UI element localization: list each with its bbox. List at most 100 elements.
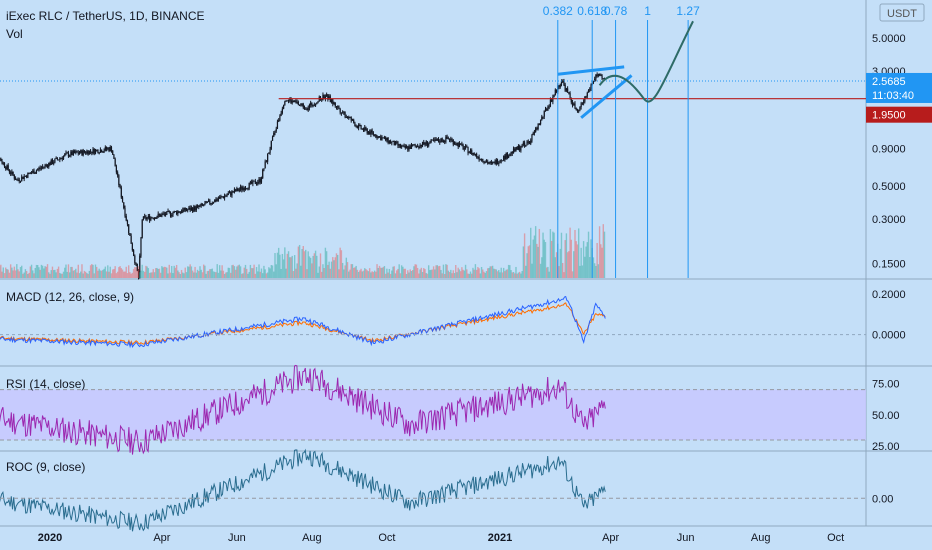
volume-bar (442, 264, 445, 278)
volume-bar (30, 264, 33, 278)
candle-body (281, 108, 283, 114)
rsi-tick: 75.00 (872, 378, 900, 390)
candle-body (217, 198, 220, 200)
candle-body (39, 167, 41, 169)
candle-body (559, 84, 561, 88)
candle-body (424, 144, 426, 146)
volume-bar (279, 254, 281, 278)
roc-line (0, 448, 606, 532)
candle-body (241, 186, 243, 190)
volume-bar (250, 268, 253, 278)
level-price-value: 1.9500 (872, 110, 906, 122)
volume-bar (426, 273, 429, 278)
candle-body (501, 160, 504, 162)
volume-bar (357, 271, 360, 278)
volume-bar (459, 271, 462, 278)
candle-body (458, 143, 461, 147)
candle-body (141, 219, 143, 238)
candle-body (334, 102, 336, 107)
candle-body (533, 131, 536, 133)
candle-body (58, 159, 60, 161)
volume-bar (179, 273, 182, 278)
volume-bar (566, 252, 569, 278)
volume-bar (586, 242, 588, 278)
volume-bar (207, 270, 210, 278)
candle-body (466, 146, 468, 148)
candle-body (367, 131, 370, 134)
candle-body (294, 100, 296, 103)
candle-body (435, 139, 437, 141)
candle-body (512, 148, 515, 154)
volume-bar (307, 251, 309, 278)
volume-bar (553, 232, 555, 278)
volume-bar (603, 231, 606, 278)
candle-body (230, 191, 232, 196)
candle-body (104, 147, 106, 151)
volume-bar (458, 269, 461, 278)
candle-body (538, 124, 540, 126)
volume-bar (329, 268, 332, 278)
candle-body (38, 167, 40, 170)
volume-bar (59, 272, 61, 278)
candle-body (371, 130, 373, 133)
volume-bar (153, 272, 156, 278)
candle-body (166, 211, 168, 215)
candle-body (239, 186, 242, 190)
volume-bar (102, 269, 104, 278)
candle-body (78, 153, 81, 155)
candle-body (93, 148, 95, 154)
volume-bar (579, 265, 581, 278)
volume-bar (301, 249, 303, 278)
volume-bar (375, 271, 377, 278)
volume-bar (62, 271, 65, 278)
candle-body (333, 102, 335, 104)
candle-body (254, 180, 256, 184)
candle-body (201, 203, 204, 206)
candle-body (128, 224, 130, 234)
volume-bar (446, 264, 448, 278)
candle-body (569, 93, 571, 98)
volume-bar (107, 265, 109, 278)
volume-bar (255, 267, 258, 278)
candle-body (551, 99, 553, 102)
candle-body (308, 105, 311, 109)
candle-body (147, 215, 149, 218)
time-tick: Apr (153, 532, 170, 544)
volume-bar (214, 271, 216, 278)
volume-bar (367, 271, 370, 278)
volume-bar (190, 266, 193, 278)
volume-bar (562, 262, 564, 278)
candle-body (194, 206, 196, 211)
volume-bar (527, 246, 529, 278)
candle-body (46, 165, 49, 168)
volume-bar (564, 240, 566, 278)
candle-body (26, 175, 28, 178)
candle-body (196, 205, 199, 207)
candle-body (246, 188, 248, 190)
volume-bar (434, 269, 436, 278)
candle-body (121, 197, 124, 203)
volume-bar (295, 268, 297, 278)
volume-bar (64, 267, 66, 278)
volume-bar (341, 262, 344, 278)
candle-body (155, 217, 157, 219)
candle-body (60, 158, 62, 160)
candle-body (516, 147, 518, 150)
candle-body (190, 207, 192, 211)
volume-bar (156, 267, 158, 278)
volume-bar (412, 270, 414, 278)
volume-bar (210, 269, 212, 278)
volume-bar (114, 266, 116, 278)
price-tick: 0.9000 (872, 143, 906, 155)
volume-bar (266, 272, 269, 278)
volume-bar (49, 273, 51, 278)
volume-bar (280, 268, 282, 278)
candle-body (370, 130, 372, 135)
volume-bar (216, 264, 218, 278)
volume-bar (350, 264, 352, 278)
candle-body (583, 101, 585, 104)
volume-bar (248, 271, 250, 278)
candle-body (555, 89, 558, 92)
volume-bar (319, 253, 322, 278)
